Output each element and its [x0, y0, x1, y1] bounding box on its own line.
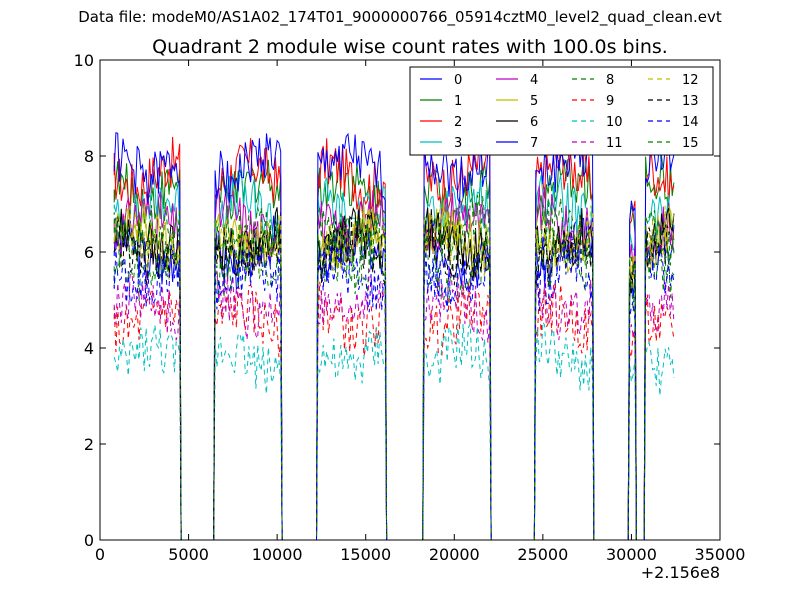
- series-line-11: [113, 268, 675, 541]
- legend-label-2: 2: [454, 115, 462, 130]
- legend-label-10: 10: [606, 115, 623, 130]
- x-tick-label: 5000: [168, 545, 209, 564]
- y-tick-label: 10: [74, 51, 94, 70]
- legend-label-9: 9: [606, 94, 614, 109]
- legend-label-14: 14: [682, 115, 699, 130]
- legend-label-15: 15: [682, 136, 699, 151]
- figure-suptitle: Data file: modeM0/AS1A02_174T01_90000007…: [78, 8, 722, 26]
- legend-label-0: 0: [454, 73, 462, 88]
- y-tick-label: 4: [84, 339, 94, 358]
- x-tick-label: 35000: [695, 545, 746, 564]
- legend-box: [409, 66, 714, 156]
- legend-label-7: 7: [530, 136, 538, 151]
- legend-label-1: 1: [454, 94, 462, 109]
- legend-label-3: 3: [454, 136, 462, 151]
- series-line-15: [113, 195, 675, 541]
- legend-label-13: 13: [682, 94, 699, 109]
- legend-label-11: 11: [606, 136, 623, 151]
- series-line-2: [113, 136, 675, 541]
- legend-label-5: 5: [530, 94, 538, 109]
- legend-label-8: 8: [606, 73, 614, 88]
- legend-label-4: 4: [530, 73, 538, 88]
- series-line-9: [113, 281, 675, 541]
- series-line-13: [113, 215, 675, 541]
- plot-frame: [99, 59, 721, 541]
- legend-label-12: 12: [682, 73, 699, 88]
- x-tick-label: 30000: [606, 545, 657, 564]
- tick-layer: 0 5000 10000 15000 20000 25000 30000 35000 0 2 4 6 8…: [74, 51, 746, 564]
- series-line-14: [113, 239, 675, 541]
- series-layer: [113, 129, 675, 541]
- y-tick-label: 2: [84, 435, 94, 454]
- chart-title: Quadrant 2 module wise count rates with …: [152, 36, 668, 58]
- x-offset-label: +2.156e8: [641, 563, 720, 582]
- y-tick-label: 0: [84, 531, 94, 550]
- series-line-10: [113, 319, 675, 541]
- series-line-3: [113, 170, 675, 541]
- x-tick-label: 20000: [429, 545, 480, 564]
- series-line-8: [113, 230, 675, 541]
- x-tick-label: 15000: [340, 545, 391, 564]
- y-tick-label: 8: [84, 147, 94, 166]
- x-tick-label: 25000: [517, 545, 568, 564]
- x-tick-label: 10000: [252, 545, 303, 564]
- y-tick-label: 6: [84, 243, 94, 262]
- x-tick-label: 0: [95, 545, 105, 564]
- legend-label-6: 6: [530, 115, 538, 130]
